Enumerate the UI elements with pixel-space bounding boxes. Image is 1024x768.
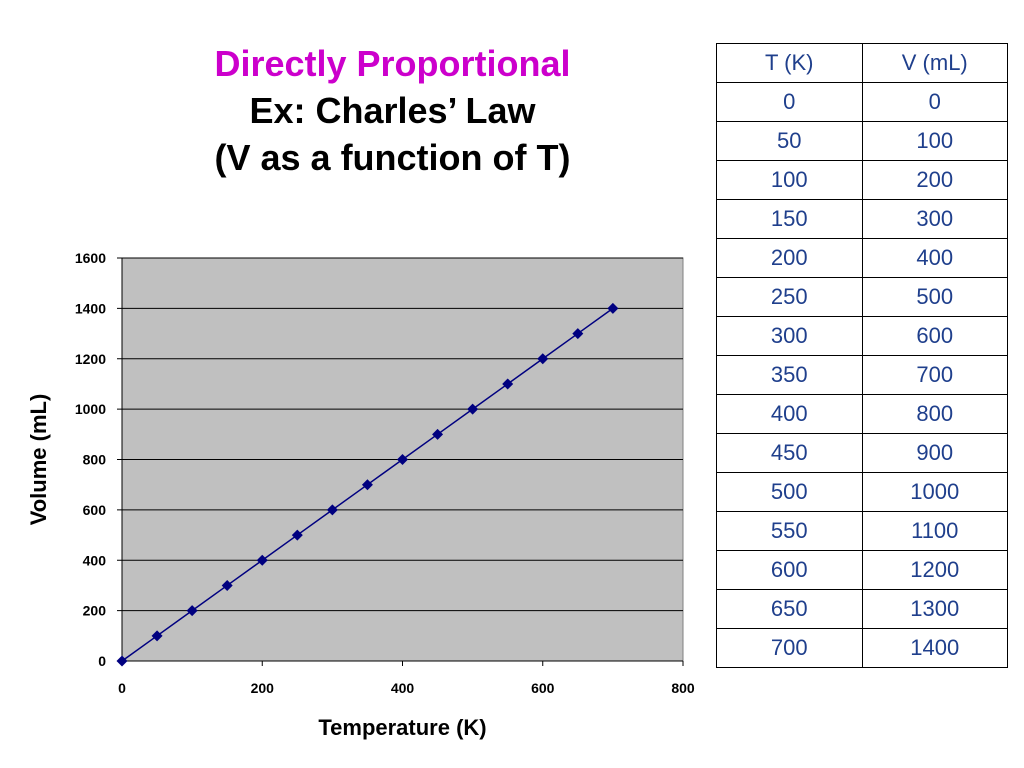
cell-temperature: 600: [716, 550, 863, 590]
cell-temperature: 450: [716, 433, 863, 473]
grid-lines: [122, 257, 683, 612]
table-row: 700 1400: [716, 628, 1008, 668]
x-tick-label: 600: [531, 680, 555, 696]
data-point: [537, 353, 549, 365]
table-row: 200 400: [716, 238, 1008, 278]
cell-temperature: 0: [716, 82, 863, 122]
axes: [117, 257, 684, 666]
x-tick-label: 400: [391, 680, 415, 696]
cell-volume: 1400: [861, 628, 1008, 668]
table-row: 400 800: [716, 394, 1008, 434]
cell-volume: 900: [861, 433, 1008, 473]
table-row: 350 700: [716, 355, 1008, 395]
table-row: 250 500: [716, 277, 1008, 317]
x-tick-labels: 0 200 400 600 800: [118, 680, 695, 696]
cell-volume: 300: [861, 199, 1008, 239]
data-point: [432, 428, 444, 440]
data-point: [186, 605, 198, 617]
data-point: [116, 655, 128, 667]
table-row: 550 1100: [716, 511, 1008, 551]
table-header-row: T (K) V (mL): [716, 43, 1008, 83]
cell-volume: 600: [861, 316, 1008, 356]
cell-temperature: 100: [716, 160, 863, 200]
cell-volume: 1100: [861, 511, 1008, 551]
data-point: [256, 554, 268, 566]
x-tick-label: 0: [118, 680, 126, 696]
cell-volume: 1200: [861, 550, 1008, 590]
data-point: [326, 504, 338, 516]
cell-temperature: 500: [716, 472, 863, 512]
line-chart: 0 200 400 600 800 1000 1200 1400 1600 0 200 400 600…: [26, 250, 695, 740]
table-row: 450 900: [716, 433, 1008, 473]
x-tick-label: 800: [671, 680, 695, 696]
y-tick-label: 1600: [75, 250, 106, 266]
slide-title: Directly Proportional Ex: Charles’ Law (…: [160, 40, 625, 181]
cell-volume: 0: [861, 82, 1008, 122]
cell-temperature: 250: [716, 277, 863, 317]
data-point: [502, 378, 514, 390]
cell-temperature: 200: [716, 238, 863, 278]
cell-temperature: 550: [716, 511, 863, 551]
y-tick-label: 600: [83, 502, 107, 518]
header-temperature: T (K): [716, 43, 863, 83]
y-tick-label: 800: [83, 452, 107, 468]
data-point: [221, 579, 233, 591]
cell-volume: 1300: [861, 589, 1008, 629]
table-row: 100 200: [716, 160, 1008, 200]
data-point: [572, 328, 584, 340]
y-tick-label: 0: [98, 653, 106, 669]
table-row: 50 100: [716, 121, 1008, 161]
y-tick-label: 200: [83, 603, 107, 619]
x-tick-label: 200: [251, 680, 275, 696]
data-point: [361, 479, 373, 491]
y-tick-label: 1200: [75, 351, 106, 367]
cell-volume: 800: [861, 394, 1008, 434]
data-point: [291, 529, 303, 541]
cell-temperature: 650: [716, 589, 863, 629]
cell-temperature: 700: [716, 628, 863, 668]
data-point: [397, 454, 408, 465]
data-point: [151, 630, 163, 642]
cell-temperature: 50: [716, 121, 863, 161]
y-tick-label: 1400: [75, 300, 106, 316]
title-line-1: Directly Proportional: [214, 43, 571, 84]
y-tick-label: 1000: [75, 401, 106, 417]
series-layer: [116, 302, 619, 667]
y-axis-title: Volume (mL): [26, 394, 51, 526]
cell-temperature: 350: [716, 355, 863, 395]
cell-volume: 1000: [861, 472, 1008, 512]
title-line-3: (V as a function of T): [214, 137, 571, 178]
cell-volume: 700: [861, 355, 1008, 395]
table-body: 0 0 50 100 100 200 150 300 200 400 250 500 300 600 350…: [716, 82, 1008, 668]
data-table: T (K) V (mL) 0 0 50 100 100 200 150 300 200 400 25…: [716, 43, 1008, 668]
y-tick-labels: 0 200 400 600 800 1000 1200 1400 1600: [75, 250, 106, 669]
y-tick-label: 400: [83, 552, 107, 568]
title-line-2: Ex: Charles’ Law: [249, 90, 536, 131]
table-row: 500 1000: [716, 472, 1008, 512]
cell-temperature: 300: [716, 316, 863, 356]
cell-volume: 400: [861, 238, 1008, 278]
table-row: 150 300: [716, 199, 1008, 239]
data-point: [467, 403, 479, 415]
table-row: 650 1300: [716, 589, 1008, 629]
data-point: [607, 302, 619, 314]
cell-volume: 100: [861, 121, 1008, 161]
cell-temperature: 150: [716, 199, 863, 239]
cell-volume: 200: [861, 160, 1008, 200]
table-row: 600 1200: [716, 550, 1008, 590]
cell-volume: 500: [861, 277, 1008, 317]
header-volume: V (mL): [861, 43, 1008, 83]
cell-temperature: 400: [716, 394, 863, 434]
x-axis-title: Temperature (K): [318, 715, 486, 740]
table-row: 300 600: [716, 316, 1008, 356]
